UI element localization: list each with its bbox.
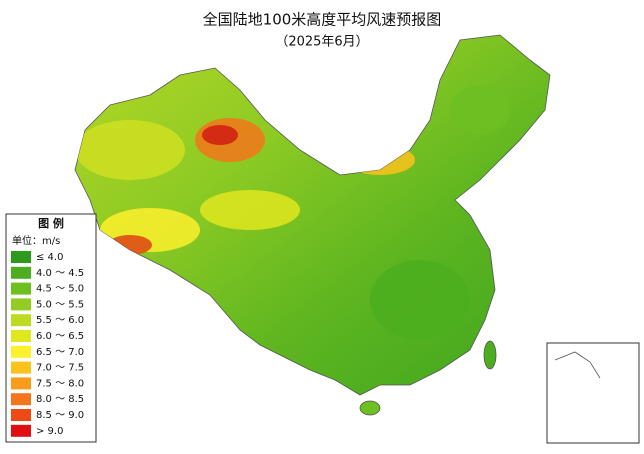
legend-label: 7.5 ～ 8.0 — [36, 378, 84, 389]
china-map — [74, 34, 640, 444]
subtitle: （2025年6月） — [275, 35, 368, 50]
legend-swatch — [11, 298, 31, 311]
title: 全国陆地100米高度平均风速预报图 — [203, 11, 442, 29]
legend-swatch — [11, 314, 31, 327]
legend-swatch — [11, 266, 31, 279]
legend-label: 5.5 ～ 6.0 — [36, 315, 84, 326]
legend-label: 6.0 ～ 6.5 — [36, 331, 84, 342]
legend-swatch — [11, 361, 31, 374]
legend-label: 7.0 ～ 7.5 — [36, 363, 84, 374]
legend-swatch — [11, 345, 31, 358]
legend-label: 8.5 ～ 9.0 — [36, 410, 84, 421]
legend-unit: 单位：m/s — [12, 234, 60, 247]
legend-label: 5.0 ～ 5.5 — [36, 299, 84, 310]
legend-swatch — [11, 424, 31, 437]
legend-label: 6.5 ～ 7.0 — [36, 347, 84, 358]
legend-label: 4.0 ～ 4.5 — [36, 268, 84, 279]
legend-title: 图 例 — [38, 216, 64, 230]
legend-label: 8.0 ～ 8.5 — [36, 394, 84, 405]
legend-swatch — [11, 393, 31, 406]
legend-label: ≤ 4.0 — [36, 252, 63, 263]
legend-swatch — [11, 282, 31, 295]
legend-swatch — [11, 377, 31, 390]
legend-swatch — [11, 330, 31, 342]
legend-label: > 9.0 — [36, 426, 63, 437]
legend-swatch — [11, 251, 31, 263]
legend-label: 4.5 ～ 5.0 — [36, 284, 84, 295]
legend: 图 例 单位：m/s ≤ 4.0 4.0 ～ 4.5 4.5 ～ 5.0 5.0 ～ … — [5, 213, 97, 443]
legend-swatch — [11, 409, 31, 421]
